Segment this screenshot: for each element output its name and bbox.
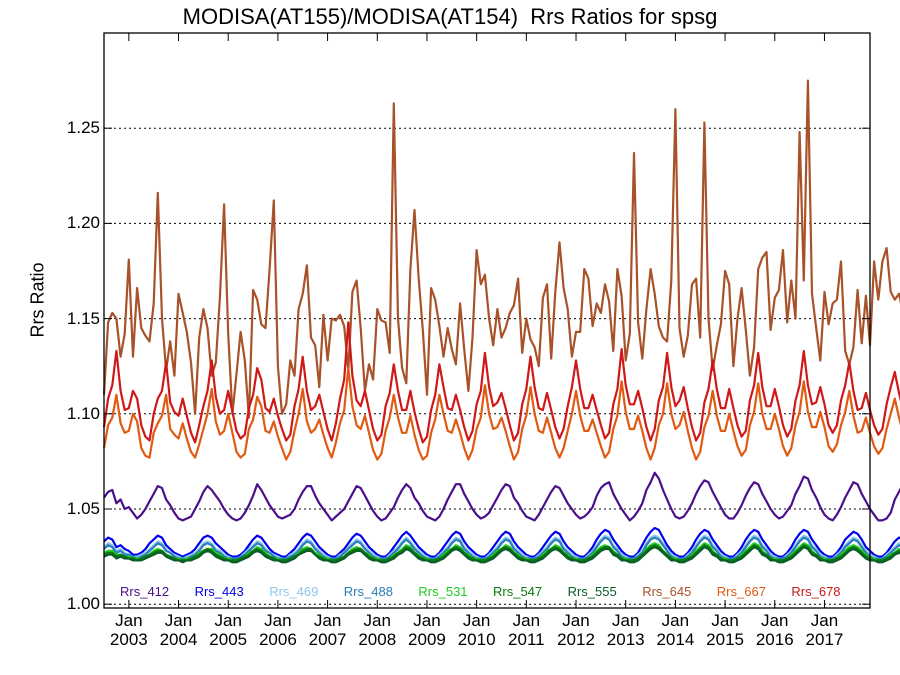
series-line-rrs-443 — [103, 526, 900, 558]
x-tick-label: Jan 2015 — [695, 611, 755, 649]
legend-item-rrs-412: Rrs_412 — [120, 584, 170, 599]
x-tick-month: Jan — [363, 611, 391, 630]
x-tick-year: 2017 — [805, 630, 844, 649]
x-tick-month: Jan — [264, 611, 292, 630]
x-tick-year: 2003 — [109, 630, 148, 649]
x-tick-label: Jan 2006 — [248, 611, 308, 649]
x-tick-year: 2015 — [706, 630, 744, 649]
x-tick-year: 2007 — [308, 630, 347, 649]
x-tick-year: 2004 — [159, 630, 198, 649]
x-tick-label: Jan 2017 — [794, 611, 854, 649]
x-tick-month: Jan — [810, 611, 839, 630]
x-tick-year: 2012 — [557, 630, 595, 649]
x-tick-year: 2016 — [755, 630, 794, 649]
series-line-rrs-555 — [103, 545, 900, 564]
x-tick-month: Jan — [313, 611, 342, 630]
x-tick-label: Jan 2003 — [99, 611, 159, 649]
legend-item-rrs-488: Rrs_488 — [343, 584, 393, 599]
x-tick-year: 2005 — [209, 630, 248, 649]
x-tick-label: Jan 2009 — [397, 611, 457, 649]
plot-frame — [103, 32, 871, 609]
tick-layer — [104, 33, 870, 608]
legend-item-rrs-555: Rrs_555 — [567, 584, 617, 599]
series-line-rrs-678 — [102, 321, 900, 444]
x-tick-month: Jan — [214, 611, 242, 630]
x-tick-year: 2013 — [606, 630, 645, 649]
series-line-rrs-412 — [103, 471, 900, 522]
y-tick-label: 1.25 — [66, 118, 100, 138]
y-tick-label: 1.20 — [66, 213, 100, 233]
x-tick-label: Jan 2010 — [447, 611, 507, 649]
x-tick-label: Jan 2004 — [149, 611, 209, 649]
x-tick-label: Jan 2011 — [496, 611, 556, 649]
legend-item-rrs-469: Rrs_469 — [269, 584, 319, 599]
series-layer — [102, 79, 900, 564]
x-tick-label: Jan 2012 — [546, 611, 606, 649]
y-tick-label: 1.15 — [66, 308, 100, 328]
x-tick-year: 2014 — [656, 630, 695, 649]
series-line-rrs-645 — [102, 79, 900, 419]
x-tick-month: Jan — [115, 611, 143, 630]
x-tick-month: Jan — [462, 611, 491, 630]
x-tick-month: Jan — [164, 611, 193, 630]
chart-title: MODISA(AT155)/MODISA(AT154) Rrs Ratios f… — [182, 4, 718, 29]
legend-item-rrs-667: Rrs_667 — [716, 584, 766, 599]
x-tick-year: 2010 — [457, 630, 496, 649]
legend-item-rrs-547: Rrs_547 — [493, 584, 543, 599]
x-tick-label: Jan 2013 — [596, 611, 656, 649]
x-tick-year: 2008 — [358, 630, 397, 649]
x-tick-label: Jan 2014 — [645, 611, 705, 649]
x-tick-year: 2006 — [258, 630, 297, 649]
y-tick-label: 1.10 — [66, 403, 100, 423]
legend-item-rrs-443: Rrs_443 — [194, 584, 244, 599]
x-tick-label: Jan 2007 — [298, 611, 358, 649]
y-tick-label: 1.05 — [66, 498, 100, 518]
x-tick-year: 2011 — [508, 630, 545, 649]
x-tick-month: Jan — [413, 611, 441, 630]
x-tick-month: Jan — [562, 611, 590, 630]
x-tick-month: Jan — [661, 611, 690, 630]
x-tick-label: Jan 2008 — [347, 611, 407, 649]
x-tick-month: Jan — [711, 611, 739, 630]
legend-item-rrs-678: Rrs_678 — [791, 584, 841, 599]
x-tick-month: Jan — [512, 611, 541, 630]
legend-item-rrs-645: Rrs_645 — [642, 584, 692, 599]
x-tick-label: Jan 2016 — [745, 611, 805, 649]
y-tick-label: 1.00 — [66, 594, 100, 614]
x-tick-label: Jan 2005 — [198, 611, 258, 649]
x-tick-year: 2009 — [408, 630, 446, 649]
x-tick-month: Jan — [611, 611, 640, 630]
series-line-rrs-667 — [102, 367, 900, 461]
legend-item-rrs-531: Rrs_531 — [418, 584, 468, 599]
x-tick-month: Jan — [761, 611, 789, 630]
